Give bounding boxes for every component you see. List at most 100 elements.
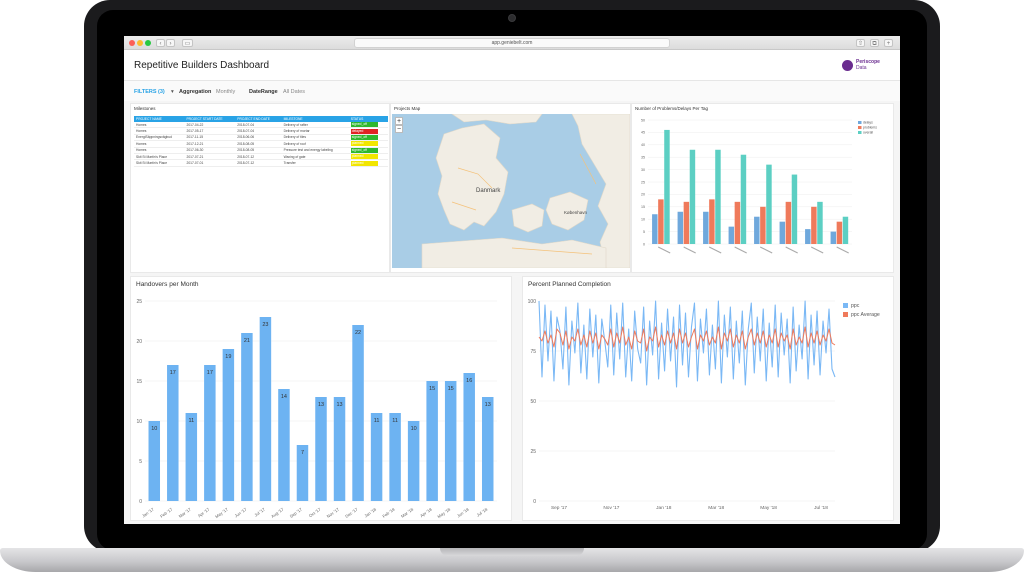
table-cell: 2018-07-04 xyxy=(235,127,282,135)
jutland-land xyxy=(435,123,509,231)
column-header[interactable]: PROJECT NAME xyxy=(134,116,185,122)
table-cell: Homes xyxy=(134,147,185,154)
bar-overall xyxy=(715,149,721,244)
bar-delays xyxy=(779,221,786,244)
x-tick-label: Nov '17 xyxy=(603,505,619,511)
column-header[interactable]: PROJECT START DATE xyxy=(184,116,236,122)
roads xyxy=(451,153,597,255)
zoom-in-button[interactable]: + xyxy=(395,117,403,125)
milestones-title: Milestones xyxy=(134,106,156,111)
back-arrow-icon[interactable]: ‹ xyxy=(156,39,165,47)
y-tick-label: 75 xyxy=(530,349,536,355)
bar xyxy=(185,413,198,501)
map-label: Danmark xyxy=(476,188,501,194)
chevron-down-icon[interactable]: ▾ xyxy=(171,89,174,95)
table-row[interactable]: Homes 2017-06-30 2018-08-05 Pressure test a… xyxy=(134,147,388,154)
funen-land xyxy=(511,203,545,233)
map-canvas[interactable]: Danmark København xyxy=(392,114,630,268)
column-header[interactable]: STATUS xyxy=(348,116,388,122)
table-cell: Delivery of tiles xyxy=(281,134,349,142)
close-window-icon[interactable] xyxy=(129,40,135,46)
column-header[interactable]: MILESTONE xyxy=(281,116,349,122)
laptop-notch xyxy=(440,548,584,556)
filters-toggle[interactable]: FILTERS (3) xyxy=(134,89,165,95)
ppc-chart-tile: Percent Planned Completion 0 25 50 75 100 ppc… xyxy=(522,276,894,521)
app-header: Repetitive Builders Dashboard Periscope D… xyxy=(124,50,900,81)
y-tick-label: 15 xyxy=(136,379,142,385)
x-tick-label: Sep '17 xyxy=(289,506,304,519)
y-tick-label: 25 xyxy=(641,180,645,184)
daterange-label: DateRange xyxy=(249,89,278,95)
bar xyxy=(444,381,457,501)
data-label: 7 xyxy=(301,450,304,456)
table-cell: 2018-07-12 xyxy=(235,153,282,161)
bar-delays xyxy=(677,211,684,244)
bar-overall xyxy=(817,201,823,244)
maximize-window-icon[interactable] xyxy=(145,40,151,46)
zoom-out-button[interactable]: − xyxy=(395,125,403,133)
legend-swatch xyxy=(858,126,862,129)
table-header-row: PROJECT NAME PROJECT START DATE PROJECT … xyxy=(134,116,388,122)
forward-arrow-icon[interactable]: › xyxy=(166,39,175,47)
x-tick-label: Oct '17 xyxy=(308,506,322,518)
add-tab-icon[interactable]: + xyxy=(884,39,893,47)
y-tick-label: 20 xyxy=(136,339,142,345)
aggregation-value[interactable]: Monthly xyxy=(216,89,236,95)
table-cell: 2017-12-21 xyxy=(184,140,236,148)
table-cell: 2017-07-21 xyxy=(184,153,236,161)
data-label: 15 xyxy=(448,386,454,392)
y-tick-label: 50 xyxy=(530,399,536,405)
sidebar-toggle-icon[interactable]: ▭ xyxy=(182,39,193,47)
url-text: app.geniebelt.com xyxy=(491,40,533,46)
url-bar[interactable]: app.geniebelt.com xyxy=(354,38,670,48)
germany-land xyxy=(421,237,607,268)
bar xyxy=(389,413,401,501)
bar xyxy=(278,389,290,501)
table-row[interactable]: Homes 2017-05-17 2018-07-04 Delivery of mor… xyxy=(134,127,388,135)
x-tick-label: Nov '17 xyxy=(326,506,341,519)
bar xyxy=(259,317,272,501)
status-cell: delayed xyxy=(348,127,388,135)
periscope-logo[interactable]: Periscope Data xyxy=(842,58,892,74)
milestones-table: PROJECT NAME PROJECT START DATE PROJECT … xyxy=(134,116,388,167)
bar-overall xyxy=(689,149,696,244)
share-icon[interactable]: ⇧ xyxy=(856,39,865,47)
bar xyxy=(333,397,346,501)
table-row[interactable]: EnergiSäppningsvägbud 2017-11-15 2018-06-0… xyxy=(134,134,388,142)
problems-chart-title: Number of Problems/Delays Per Tag xyxy=(635,106,708,111)
daterange-value[interactable]: All Dates xyxy=(283,89,306,95)
x-tick-label: May '18 xyxy=(436,506,451,519)
bar-delays xyxy=(703,211,709,244)
bar xyxy=(463,373,475,501)
x-tick-label: Apr '18 xyxy=(419,506,433,518)
x-tick-label: May '18 xyxy=(760,505,777,511)
table-row[interactable]: Homes 2017-12-21 2018-08-05 Delivery of roo… xyxy=(134,140,388,148)
bar xyxy=(204,365,216,501)
y-tick-label: 35 xyxy=(641,156,645,160)
problems-chart: 0 5 10 15 20 25 30 35 40 45 50 delaysproblemsoveral… xyxy=(641,118,877,254)
table-row[interactable]: Homes 2017-04-22 2018-07-04 Delivery of raf… xyxy=(134,122,388,129)
status-badge: planned xyxy=(350,141,378,147)
handovers-chart-tile: Handovers per Month 0 5 10 15 20 25 10 Jan '17 1… xyxy=(130,276,512,521)
table-cell: 2017-05-17 xyxy=(184,127,236,135)
data-label: 13 xyxy=(318,402,324,408)
bar-delays xyxy=(754,216,760,244)
table-row[interactable]: Skit St Martin's Place 2017-07-21 2018-07-… xyxy=(134,153,388,161)
zealand-land xyxy=(545,191,589,231)
logo-text: Periscope Data xyxy=(856,59,880,71)
x-tick-label: Jan '18 xyxy=(656,505,672,511)
minimize-window-icon[interactable] xyxy=(137,40,143,46)
table-row[interactable]: Skit St Martin's Place 2017-07-01 2018-07-… xyxy=(134,159,388,167)
status-cell: planned xyxy=(348,140,388,148)
table-cell: Delivery of roof xyxy=(281,140,349,148)
column-header[interactable]: PROJECT END DATE xyxy=(235,116,282,122)
projects-map[interactable]: Danmark København + − xyxy=(392,114,630,268)
bar-delays xyxy=(830,231,837,244)
table-cell: Transfer xyxy=(281,159,349,167)
table-cell: Skit St Martin's Place xyxy=(134,159,185,167)
y-tick-label: 0 xyxy=(533,499,536,505)
table-cell: Delivery of mortar xyxy=(281,127,349,135)
table-cell: 2018-08-05 xyxy=(235,140,282,148)
tabs-icon[interactable]: ⧉ xyxy=(870,39,879,47)
status-badge: planned xyxy=(350,160,378,166)
